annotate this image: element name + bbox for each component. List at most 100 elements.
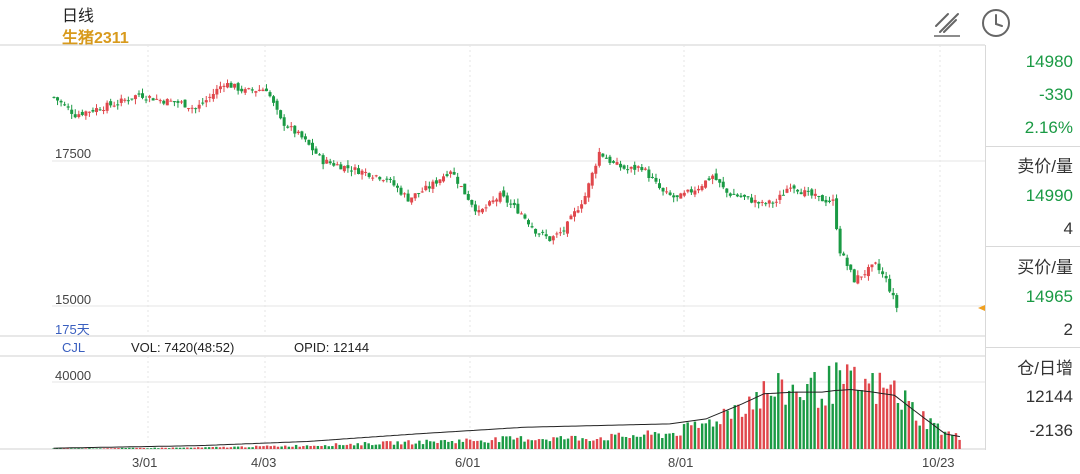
candle-body [544,234,548,237]
candle-body [116,104,120,106]
volume-bar [458,439,461,449]
candle-body [884,275,888,279]
candle-body [197,104,201,109]
volume-bar [222,446,225,449]
volume-bar [436,442,439,449]
volume-bar [523,441,526,449]
volume-bar [432,441,436,449]
candle-body [590,172,594,186]
volume-bar [563,439,566,449]
volume-bar [878,372,882,449]
volume-bar [497,442,501,449]
candle-body [325,159,329,164]
candle-body [711,175,715,179]
volume-bar [577,440,581,449]
volume-bar [613,434,617,449]
candle-body [318,154,322,156]
volume-bar [632,435,635,449]
volume-bar [414,443,417,449]
indicator-label[interactable]: CJL [62,340,86,355]
candle-body [155,98,159,100]
candle-body [236,83,240,91]
volume-bar [896,403,900,449]
candle-body [753,199,757,203]
volume-bar [164,447,167,449]
volume-bar [650,434,653,449]
candle-body [286,126,290,128]
candle-body [654,177,658,182]
volume-bar [690,425,693,449]
candle-body [619,163,623,168]
candle-body [424,185,428,191]
candle-body [569,215,573,220]
candle-body [459,186,463,188]
candle-body [123,99,127,101]
candle-body [760,201,764,203]
candle-body [601,153,605,157]
candle-body [374,175,378,177]
candle-body [615,162,619,165]
candle-body [431,181,435,189]
volume-bar [479,440,483,449]
candle-body [820,195,824,202]
volume-bar [885,388,889,449]
candle-body [707,178,711,180]
candle-body [555,233,559,235]
volume-bar [450,440,454,449]
volume-bar [461,441,465,449]
volume-bar [599,437,602,449]
candle-body [250,89,254,91]
volume-bar [407,440,410,449]
candle-body [650,176,654,178]
volume-bar [349,443,352,449]
candle-body [378,176,382,180]
volume-bar [102,448,106,449]
volume-bar [175,447,178,449]
candle-body [888,278,892,292]
candle-body [877,263,881,271]
candle-body [626,169,630,171]
volume-bar [323,445,327,449]
bid-price: 14965 [1025,287,1073,306]
candle-body [201,102,205,104]
volume-bar [740,416,744,449]
kline-chart[interactable] [0,0,985,474]
period-label[interactable]: 日线 [62,8,95,25]
volume-bar [624,436,628,449]
candle-body [413,193,417,199]
volume-bar [113,448,117,449]
candle-body [102,110,106,112]
candle-body [519,213,523,215]
price-change: -330 [1038,85,1073,104]
volume-bar [704,423,708,449]
candle-body [84,111,88,116]
candle-body [728,193,732,196]
volume-bar [291,446,294,449]
draw-line-icon[interactable] [930,6,964,40]
volume-bar [773,396,776,449]
volume-bar [171,447,175,449]
candle-body [229,82,233,88]
candle-body [381,180,385,182]
volume-bar [258,446,262,449]
candle-body [247,88,251,90]
clock-icon[interactable] [979,6,1013,40]
volume-bar [70,448,73,449]
volume-bar [639,436,642,449]
candle-body [480,208,484,213]
volume-bar [603,440,606,449]
candle-body [512,202,516,206]
symbol-label[interactable]: 生猪2311 [62,30,129,47]
volume-bar [313,445,316,449]
candle-body [484,207,488,209]
candle-body [874,262,878,264]
bid-volume: 2 [1063,320,1073,339]
volume-bar [247,447,251,449]
candle-body [296,131,300,134]
volume-bar [646,430,650,449]
candle-body [895,295,899,308]
candle-body [183,99,187,108]
volume-bar [280,446,283,449]
candle-body [562,230,566,232]
candle-body [785,188,789,193]
